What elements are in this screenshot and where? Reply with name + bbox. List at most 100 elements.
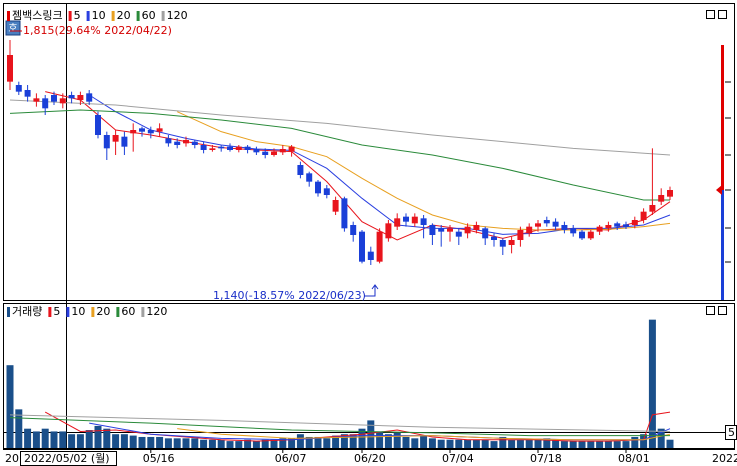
window-buttons[interactable] xyxy=(706,10,727,315)
button[interactable] xyxy=(706,10,715,19)
button[interactable] xyxy=(718,10,727,19)
legend-label: 5 xyxy=(74,9,81,22)
volume-bar xyxy=(596,441,604,448)
candle-body xyxy=(429,225,436,235)
legend-swatch xyxy=(48,307,52,317)
candle-body xyxy=(332,200,339,212)
candle-body xyxy=(77,95,84,100)
volume-bar xyxy=(657,428,665,448)
candle-body xyxy=(508,240,515,245)
candle-body xyxy=(596,226,603,232)
volume-bar xyxy=(508,439,516,448)
candle-body xyxy=(614,223,621,227)
volume-bar xyxy=(68,434,76,448)
volume-bar xyxy=(446,439,454,448)
candle-body xyxy=(112,135,119,142)
volume-bar xyxy=(15,409,23,448)
legend-label: 10 xyxy=(71,305,85,318)
volume-bar xyxy=(296,434,304,448)
plot-layer xyxy=(6,40,674,448)
legend-label: 거래량 xyxy=(12,305,42,318)
candle-body xyxy=(376,231,383,262)
volume-bar xyxy=(261,439,269,448)
volume-bar xyxy=(182,438,190,448)
volume-bar xyxy=(32,431,40,448)
volume-bar xyxy=(631,436,639,448)
candle-body xyxy=(86,93,93,102)
volume-bar xyxy=(279,438,287,448)
candle-body xyxy=(447,228,453,232)
volume-bar xyxy=(147,436,155,448)
volume-bar xyxy=(349,434,357,448)
volume-bar xyxy=(358,428,366,448)
legend-swatch xyxy=(116,307,120,317)
candle-body xyxy=(235,146,242,150)
candle-body xyxy=(649,205,656,212)
candle-body xyxy=(499,240,506,247)
volume-bar xyxy=(50,431,58,448)
volume-bar xyxy=(129,435,137,448)
x-tick-label: 06/20 xyxy=(354,452,386,465)
volume-panel xyxy=(3,303,735,449)
volume-bar xyxy=(156,436,164,448)
candle-body xyxy=(139,128,145,132)
volume-bar xyxy=(490,441,498,448)
legend-label: 120 xyxy=(167,9,188,22)
low-annotation: 1,140(-18.57% 2022/06/23) xyxy=(213,289,366,302)
button[interactable] xyxy=(706,306,715,315)
candle-body xyxy=(121,136,128,147)
volume-bar xyxy=(437,439,445,448)
low-leader xyxy=(364,286,376,297)
candle-body xyxy=(640,211,647,220)
volume-bar xyxy=(560,441,568,448)
x-year-left: 20 xyxy=(5,452,19,465)
candle-body xyxy=(174,141,181,145)
volume-bar xyxy=(244,439,252,448)
candle-body xyxy=(491,236,497,240)
candle-body xyxy=(658,195,665,202)
candle-body xyxy=(42,98,49,109)
legend-label: 120 xyxy=(146,305,167,318)
volume-bar xyxy=(499,436,507,448)
candle-body xyxy=(306,173,313,182)
legend-label: 20 xyxy=(96,305,110,318)
candle-body xyxy=(253,149,260,153)
volume-bar xyxy=(340,434,348,448)
volume-bar xyxy=(420,435,428,448)
crosshair-x-label: 2022/05/02 (월) xyxy=(24,452,110,465)
legend-swatch xyxy=(7,307,10,317)
volume-bar xyxy=(85,430,93,448)
legend-swatch xyxy=(91,307,95,317)
volume-bar xyxy=(112,434,120,448)
volume-bar xyxy=(481,439,489,448)
volume-bar xyxy=(226,441,234,448)
price-panel xyxy=(3,3,735,301)
volume-bar xyxy=(59,431,67,448)
legend-label: 60 xyxy=(121,305,135,318)
crosshair-y-label: 5 xyxy=(728,426,735,439)
volume-bar xyxy=(367,420,375,448)
volume-bar xyxy=(235,441,243,448)
candle-body xyxy=(543,220,550,224)
legend-swatch xyxy=(111,11,115,21)
volume-bar xyxy=(24,428,32,448)
volume-bar xyxy=(323,438,331,448)
candle-body xyxy=(605,225,612,229)
candle-body xyxy=(147,130,154,134)
high-annotation: 1,815(29.64% 2022/04/22) xyxy=(23,24,172,37)
candle-body xyxy=(367,251,374,260)
volume-bar xyxy=(525,439,533,448)
volume-bar xyxy=(666,439,674,448)
button[interactable] xyxy=(718,306,727,315)
candle-body xyxy=(323,188,330,195)
legend-swatch xyxy=(7,11,10,21)
candle-body xyxy=(24,90,31,97)
volume-bar xyxy=(305,436,313,448)
moving-average xyxy=(9,414,671,432)
legend-label: 젬백스링크 xyxy=(12,9,63,22)
volume-bar xyxy=(314,436,322,448)
candle-body xyxy=(15,85,22,92)
volume-bar xyxy=(578,441,586,448)
x-tick-label: 05/16 xyxy=(143,452,175,465)
volume-bar xyxy=(76,434,84,448)
